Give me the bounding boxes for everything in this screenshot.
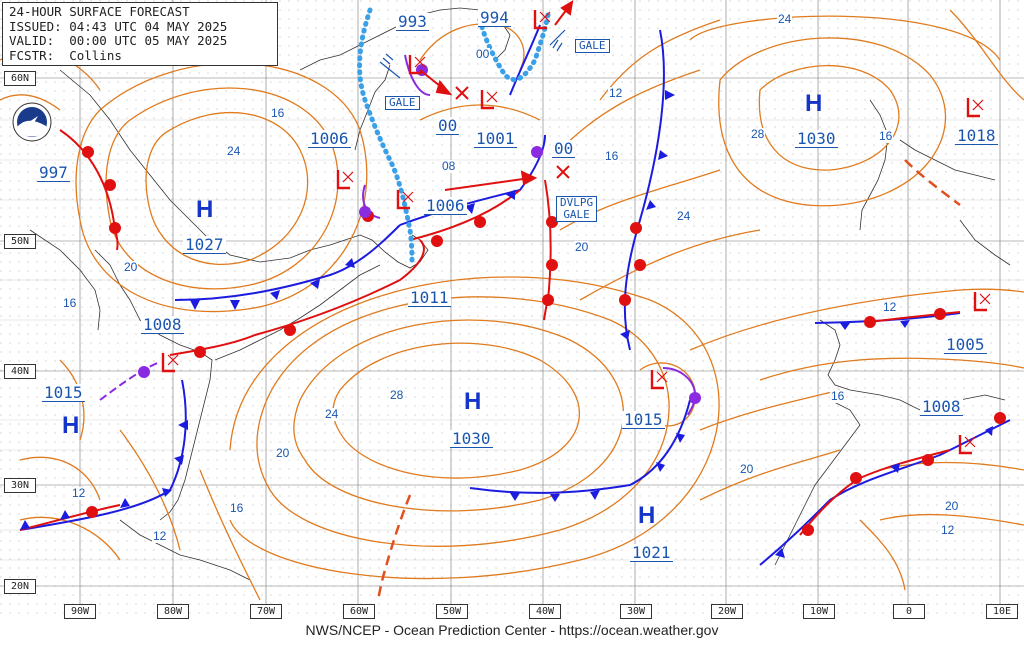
- header-title: 24-HOUR SURFACE FORECAST: [9, 4, 190, 19]
- lon-label-20w: 20W: [711, 604, 743, 619]
- forecast-low-00-west: 00: [436, 116, 460, 135]
- dot-grid: [0, 0, 1024, 620]
- low-symbols: [161, 10, 991, 455]
- header-forecaster: FCSTR: Collins: [9, 47, 122, 63]
- lat-label-30n: 30N: [4, 478, 36, 493]
- low-pressure-1006-west: 1006: [308, 129, 351, 148]
- lon-label-70w: 70W: [250, 604, 282, 619]
- lat-label-40n: 40N: [4, 364, 36, 379]
- high-pressure-1030-east: 1030: [795, 129, 838, 148]
- isobar-label: 24: [777, 12, 793, 26]
- footer-credit: NWS/NCEP - Ocean Prediction Center - htt…: [305, 622, 719, 638]
- isobar-label: 20: [739, 462, 755, 476]
- low-pressure-1011: 1011: [408, 288, 451, 307]
- forecast-x-marks: [455, 86, 570, 179]
- isobar-label: 08: [441, 159, 457, 173]
- low-pressure-997: 997: [37, 163, 70, 182]
- low-pressure-1008-west: 1008: [141, 315, 184, 334]
- header-issued: ISSUED: 04:43 UTC 04 MAY 2025: [9, 18, 228, 34]
- isobar-label: 20: [574, 240, 590, 254]
- wind-barbs: [379, 29, 566, 79]
- low-pressure-1008-east: 1008: [920, 397, 963, 416]
- forecast-low-00-east: 00: [552, 139, 576, 158]
- gale-warning-west: GALE: [385, 96, 420, 110]
- low-pressure-1001: 1001: [474, 129, 517, 148]
- low-pressure-993: 993: [396, 12, 429, 31]
- lat-lon-grid: [0, 0, 1024, 605]
- isobar-label: 20: [944, 499, 960, 513]
- lon-label-80w: 80W: [157, 604, 189, 619]
- isobar-label: 12: [152, 529, 168, 543]
- isobar-label: 12: [940, 523, 956, 537]
- dvlpg-gale-label: GALE: [563, 208, 590, 221]
- forecast-header: 24-HOUR SURFACE FORECAST ISSUED: 04:43 U…: [2, 2, 278, 66]
- high-center-west: H: [62, 412, 80, 439]
- isobar-label: 28: [389, 388, 405, 402]
- lon-label-0: 0: [893, 604, 925, 619]
- low-pressure-1018: 1018: [955, 126, 998, 145]
- low-pressure-1005: 1005: [944, 335, 987, 354]
- isobar-label: 12: [71, 486, 87, 500]
- developing-gale-warning: DVLPG GALE: [556, 196, 598, 222]
- isobar-label: 16: [604, 149, 620, 163]
- isobar-label: 24: [226, 144, 242, 158]
- low-pressure-1015-east: 1015: [622, 410, 665, 429]
- lon-label-50w: 50W: [436, 604, 468, 619]
- isobar-label: 24: [676, 209, 692, 223]
- lon-label-40w: 40W: [529, 604, 561, 619]
- high-pressure-1021: 1021: [630, 543, 673, 562]
- dvlpg-label: DVLPG: [560, 196, 594, 209]
- isobar-label: 12: [882, 300, 898, 314]
- isobar-label: 20: [275, 446, 291, 460]
- lon-label-10e: 10E: [986, 604, 1018, 619]
- isobar-label: 12: [608, 86, 624, 100]
- high-pressure-1030-central: 1030: [450, 429, 493, 448]
- lon-label-60w: 60W: [343, 604, 375, 619]
- isobar-label: 00: [475, 47, 491, 61]
- lat-label-20n: 20N: [4, 579, 36, 594]
- isobar-label: 16: [830, 389, 846, 403]
- header-valid: VALID: 00:00 UTC 05 MAY 2025: [9, 33, 228, 48]
- isobar-label: 16: [62, 296, 78, 310]
- isobar-label: 16: [878, 129, 894, 143]
- high-center-1021: H: [638, 502, 656, 529]
- isobar-label: 20: [123, 260, 139, 274]
- high-pressure-1027: 1027: [183, 235, 226, 254]
- gale-warning-north: GALE: [575, 39, 610, 53]
- high-center-1030-central: H: [464, 388, 482, 415]
- noaa-logo: [12, 102, 52, 142]
- lon-label-90w: 90W: [64, 604, 96, 619]
- isobar-label: 28: [750, 127, 766, 141]
- lat-label-60n: 60N: [4, 71, 36, 86]
- isobar-label: 24: [324, 407, 340, 421]
- isobar-label: 16: [270, 106, 286, 120]
- lat-label-50n: 50N: [4, 234, 36, 249]
- lon-label-10w: 10W: [803, 604, 835, 619]
- lon-label-30w: 30W: [620, 604, 652, 619]
- isobar-label: 16: [229, 501, 245, 515]
- low-pressure-1015-west: 1015: [42, 383, 85, 402]
- low-pressure-1006-east: 1006: [424, 196, 467, 215]
- high-center-1030-east: H: [805, 90, 823, 117]
- track-arrows: [419, 0, 574, 191]
- low-pressure-994: 994: [478, 8, 511, 27]
- high-center-1027: H: [196, 196, 214, 223]
